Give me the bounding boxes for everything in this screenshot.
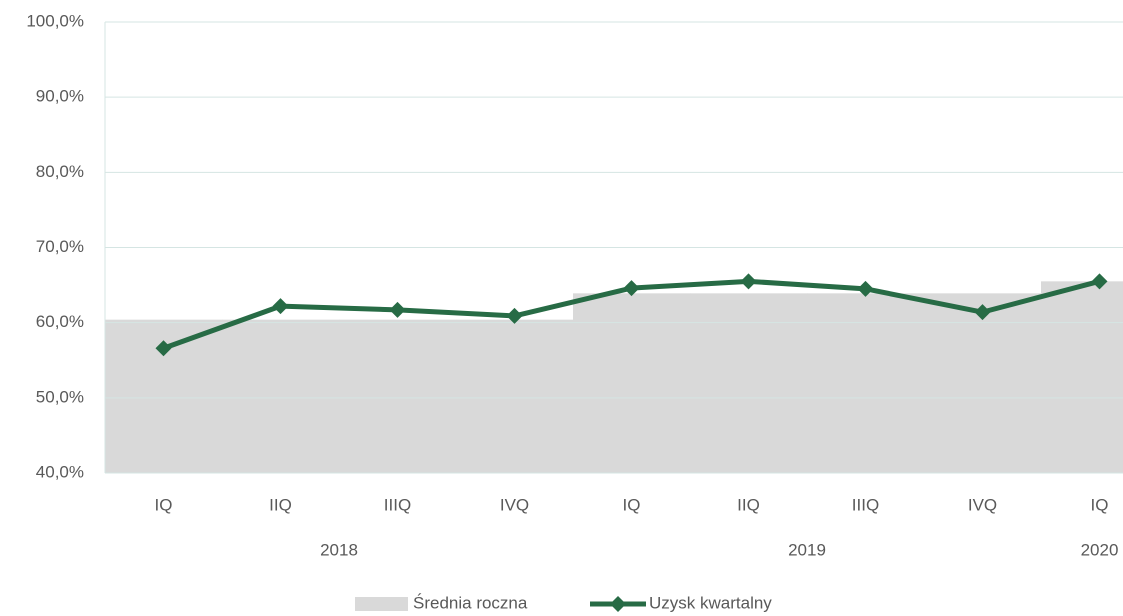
x-tick-label: IIIQ: [384, 495, 411, 514]
legend-swatch: [610, 596, 626, 612]
x-tick-label: IQ: [155, 495, 173, 514]
y-tick-label: 50,0%: [36, 387, 84, 406]
legend-swatch: [355, 597, 408, 611]
year-label: 2019: [788, 540, 826, 559]
x-tick-label: IQ: [623, 495, 641, 514]
marker: [740, 273, 757, 290]
bar: [1041, 281, 1123, 473]
bar: [924, 293, 1042, 473]
marker: [857, 280, 874, 297]
y-tick-label: 40,0%: [36, 462, 84, 481]
bar: [690, 293, 808, 473]
x-tick-label: IVQ: [500, 495, 529, 514]
marker: [155, 340, 172, 357]
marker: [974, 304, 991, 321]
bar: [456, 319, 574, 473]
marker: [506, 307, 523, 324]
x-tick-label: IIQ: [737, 495, 760, 514]
marker: [623, 280, 640, 297]
legend-label: Średnia roczna: [413, 593, 528, 612]
x-tick-label: IIIQ: [852, 495, 879, 514]
marker: [1091, 273, 1108, 290]
y-tick-label: 80,0%: [36, 162, 84, 181]
y-tick-label: 100,0%: [26, 11, 84, 30]
x-tick-label: IIQ: [269, 495, 292, 514]
bar: [339, 319, 457, 473]
year-label: 2020: [1081, 540, 1119, 559]
bar: [222, 319, 340, 473]
marker: [389, 301, 406, 318]
x-tick-label: IVQ: [968, 495, 997, 514]
y-tick-label: 60,0%: [36, 312, 84, 331]
year-label: 2018: [320, 540, 358, 559]
bar: [573, 293, 691, 473]
bar: [807, 293, 925, 473]
legend-label: Uzysk kwartalny: [649, 593, 772, 612]
x-tick-label: IQ: [1091, 495, 1109, 514]
y-tick-label: 70,0%: [36, 237, 84, 256]
marker: [272, 298, 289, 315]
y-tick-label: 90,0%: [36, 87, 84, 106]
